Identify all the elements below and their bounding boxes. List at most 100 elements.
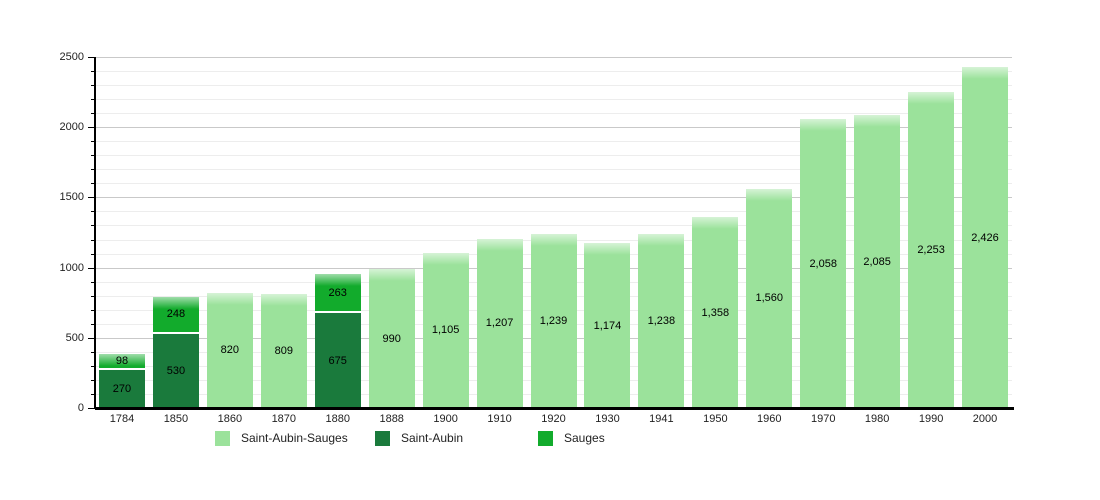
legend-swatch xyxy=(215,430,230,446)
bar-value-label: 1,560 xyxy=(755,292,784,305)
x-tick-label-1880: 1880 xyxy=(325,413,350,425)
y-tick xyxy=(91,295,95,297)
bar-segment-1880-sauges: 263 xyxy=(314,274,361,312)
y-axis-line xyxy=(94,57,96,409)
bar-value-label: 2,253 xyxy=(917,243,945,256)
y-tick xyxy=(88,267,95,269)
legend-label: Sauges xyxy=(564,431,605,445)
bar-value-label: 1,105 xyxy=(431,324,460,337)
y-tick xyxy=(91,393,95,395)
bar-1870: 809 xyxy=(260,294,307,408)
bar-2000: 2,426 xyxy=(962,67,1009,408)
bar-segment-1870-saint-aubin-sauges: 809 xyxy=(260,294,307,408)
x-tick-label-1970: 1970 xyxy=(810,413,836,425)
x-tick-label-1850: 1850 xyxy=(163,413,189,425)
bar-value-label: 98 xyxy=(115,355,129,368)
bar-segment-1784-saint-aubin: 270 xyxy=(98,370,145,408)
y-tick xyxy=(91,85,95,87)
bar-1930: 1,174 xyxy=(584,243,631,408)
y-tick-label: 1000 xyxy=(59,261,84,274)
bar-segment-1941-saint-aubin-sauges: 1,238 xyxy=(638,234,685,408)
bar-segment-1880-saint-aubin: 675 xyxy=(314,313,361,408)
x-tick-label-1941: 1941 xyxy=(649,413,674,425)
bar-value-label: 1,239 xyxy=(539,315,568,328)
bar-segment-1888-saint-aubin-sauges: 990 xyxy=(368,269,415,408)
bar-1990: 2,253 xyxy=(908,91,955,408)
bar-1880: 675 263 xyxy=(314,274,361,408)
y-tick xyxy=(91,365,95,367)
x-tick-label-1990: 1990 xyxy=(918,413,944,425)
gridline-major xyxy=(95,57,1012,58)
bar-1941: 1,238 xyxy=(638,234,685,408)
segment-separator xyxy=(314,311,361,314)
bar-value-label: 248 xyxy=(166,308,186,321)
y-tick xyxy=(91,281,95,283)
legend-label: Saint-Aubin xyxy=(401,431,464,445)
y-tick-label: 500 xyxy=(65,331,84,344)
bar-segment-1970-saint-aubin-sauges: 2,058 xyxy=(800,119,847,408)
x-tick-label-1910: 1910 xyxy=(487,413,512,425)
bar-1970: 2,058 xyxy=(800,119,847,408)
y-tick-label: 2000 xyxy=(59,121,84,134)
bar-value-label: 1,174 xyxy=(593,319,622,332)
y-tick xyxy=(91,225,95,227)
y-tick xyxy=(91,211,95,213)
gridline-minor xyxy=(95,113,1012,115)
x-tick-label-1950: 1950 xyxy=(703,413,728,425)
bar-value-label: 2,085 xyxy=(863,255,891,268)
x-tick-label-1870: 1870 xyxy=(271,413,297,425)
x-tick-label-1900: 1900 xyxy=(433,413,458,425)
bar-1980: 2,085 xyxy=(854,115,901,408)
x-tick-label-1784: 1784 xyxy=(109,413,135,425)
bar-segment-1860-saint-aubin-sauges: 820 xyxy=(206,292,253,408)
gridline-minor xyxy=(95,85,1012,87)
bar-1784: 270 98 xyxy=(98,354,145,408)
gridline-minor xyxy=(95,99,1012,101)
y-tick-label: 0 xyxy=(77,402,84,414)
gridline-minor xyxy=(95,71,1012,73)
bar-segment-1920-saint-aubin-sauges: 1,239 xyxy=(530,234,577,408)
bar-value-label: 820 xyxy=(220,344,240,357)
y-tick xyxy=(88,337,95,339)
y-tick xyxy=(88,57,95,58)
bar-segment-1784-sauges: 98 xyxy=(98,354,145,369)
gridline-minor xyxy=(95,141,1012,143)
y-tick xyxy=(91,113,95,115)
y-tick xyxy=(91,379,95,381)
bar-value-label: 1,207 xyxy=(485,317,514,330)
bar-segment-1990-saint-aubin-sauges: 2,253 xyxy=(908,91,955,408)
legend-label: Saint-Aubin-Sauges xyxy=(241,431,348,445)
y-tick xyxy=(91,309,95,311)
bar-value-label: 270 xyxy=(112,383,132,396)
bar-value-label: 990 xyxy=(382,332,401,345)
x-tick-label-1960: 1960 xyxy=(757,413,782,425)
bar-1850: 530 248 xyxy=(152,296,199,408)
y-tick xyxy=(91,351,95,353)
y-tick xyxy=(91,141,95,143)
bar-segment-1960-saint-aubin-sauges: 1,560 xyxy=(746,188,793,408)
y-tick xyxy=(88,197,95,199)
x-tick-label-1930: 1930 xyxy=(595,413,620,425)
gridline-minor xyxy=(95,225,1012,227)
y-tick xyxy=(91,169,95,171)
legend-item-saint-aubin: Saint-Aubin xyxy=(375,430,463,446)
bar-segment-1850-saint-aubin: 530 xyxy=(152,333,199,408)
bar-segment-1980-saint-aubin-sauges: 2,085 xyxy=(854,115,901,408)
bar-1860: 820 xyxy=(206,292,253,408)
bar-segment-1930-saint-aubin-sauges: 1,174 xyxy=(584,243,631,408)
x-tick-label-2000: 2000 xyxy=(972,413,998,425)
legend-swatch xyxy=(538,430,553,446)
bar-value-label: 675 xyxy=(328,354,347,367)
y-tick xyxy=(91,99,95,101)
y-tick xyxy=(91,183,95,185)
legend-item-sauges: Sauges xyxy=(538,430,605,446)
bar-1910: 1,207 xyxy=(476,238,523,408)
y-tick xyxy=(88,408,95,409)
bar-segment-2000-saint-aubin-sauges: 2,426 xyxy=(962,67,1009,408)
y-tick xyxy=(91,155,95,157)
gridline-minor xyxy=(95,155,1012,157)
bar-1888: 990 xyxy=(368,269,415,408)
y-tick xyxy=(88,127,95,129)
bar-segment-1950-saint-aubin-sauges: 1,358 xyxy=(692,217,739,408)
